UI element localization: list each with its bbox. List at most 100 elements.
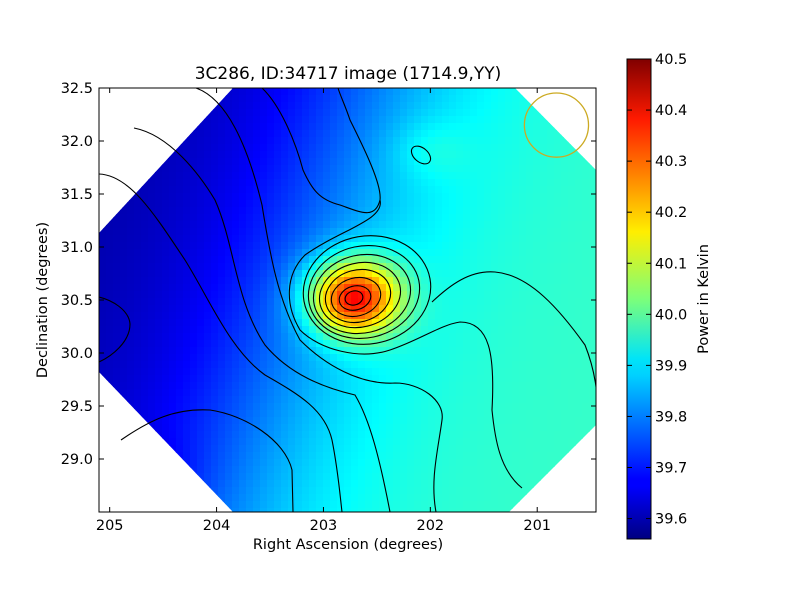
heatmap-cell	[148, 410, 156, 418]
heatmap-cell	[449, 179, 457, 187]
heatmap-cell	[134, 354, 142, 362]
heatmap-cell	[218, 354, 226, 362]
heatmap-cell	[442, 487, 450, 495]
heatmap-cell	[407, 263, 415, 271]
heatmap-cell	[491, 207, 499, 215]
heatmap-cell	[547, 277, 555, 285]
heatmap-cell	[449, 473, 457, 481]
heatmap-cell	[365, 249, 373, 257]
heatmap-cell	[218, 417, 226, 425]
heatmap-cell	[337, 193, 345, 201]
heatmap-cell	[491, 382, 499, 390]
heatmap-cell	[393, 102, 401, 110]
heatmap-cell	[365, 312, 373, 320]
heatmap-cell	[561, 452, 569, 460]
heatmap-cell	[589, 438, 596, 446]
contour-line	[338, 285, 372, 311]
heatmap-cell	[169, 88, 177, 96]
heatmap-cell	[113, 305, 121, 313]
heatmap-cell	[267, 221, 275, 229]
heatmap-cell	[470, 340, 478, 348]
heatmap-cell	[120, 130, 128, 138]
heatmap-cell	[589, 144, 596, 152]
heatmap-cell	[568, 235, 576, 243]
heatmap-cell	[155, 179, 163, 187]
heatmap-cell	[204, 221, 212, 229]
heatmap-cell	[288, 130, 296, 138]
heatmap-cell	[575, 277, 583, 285]
heatmap-cell	[141, 242, 149, 250]
heatmap-cell	[582, 368, 590, 376]
heatmap-cell	[491, 347, 499, 355]
heatmap-cell	[568, 354, 576, 362]
contour-line	[99, 296, 131, 363]
heatmap-cell	[323, 368, 331, 376]
heatmap-cell	[421, 88, 429, 96]
heatmap-cell	[351, 144, 359, 152]
contour-line	[324, 268, 392, 324]
heatmap-cell	[281, 116, 289, 124]
heatmap-cell	[134, 263, 142, 271]
heatmap-cell	[141, 137, 149, 145]
heatmap-cell	[253, 494, 261, 502]
heatmap-cell	[547, 214, 555, 222]
heatmap-cell	[197, 256, 205, 264]
heatmap-cell	[99, 396, 107, 404]
heatmap-cell	[393, 375, 401, 383]
heatmap-cell	[211, 144, 219, 152]
heatmap-cell	[386, 382, 394, 390]
heatmap-cell	[421, 424, 429, 432]
heatmap-cell	[568, 312, 576, 320]
heatmap-cell	[148, 438, 156, 446]
heatmap-cell	[582, 403, 590, 411]
heatmap-cell	[260, 102, 268, 110]
heatmap-cell	[274, 214, 282, 222]
heatmap-cell	[281, 333, 289, 341]
heatmap-cell	[169, 179, 177, 187]
heatmap-cell	[309, 235, 317, 243]
heatmap-cell	[141, 228, 149, 236]
heatmap-cell	[435, 165, 443, 173]
heatmap-cell	[176, 403, 184, 411]
heatmap-cell	[449, 137, 457, 145]
heatmap-cell	[253, 326, 261, 334]
heatmap-cell	[568, 123, 576, 131]
heatmap-cell	[533, 438, 541, 446]
heatmap-cell	[365, 410, 373, 418]
heatmap-cell	[519, 207, 527, 215]
heatmap-cell	[554, 277, 562, 285]
heatmap-cell	[400, 144, 408, 152]
heatmap-cell	[309, 214, 317, 222]
heatmap-cell	[358, 501, 366, 509]
heatmap-cell	[141, 326, 149, 334]
heatmap-cell	[113, 424, 121, 432]
heatmap-cell	[547, 95, 555, 103]
heatmap-cell	[379, 95, 387, 103]
heatmap-cell	[211, 410, 219, 418]
heatmap-cell	[344, 347, 352, 355]
heatmap-cell	[407, 228, 415, 236]
heatmap-cell	[253, 333, 261, 341]
heatmap-cell	[519, 452, 527, 460]
heatmap-cell	[323, 305, 331, 313]
heatmap-cell	[197, 298, 205, 306]
heatmap-cell	[162, 389, 170, 397]
heatmap-cell	[218, 270, 226, 278]
heatmap-cell	[442, 172, 450, 180]
heatmap-cell	[309, 438, 317, 446]
heatmap-cell	[372, 501, 380, 509]
heatmap-cell	[379, 459, 387, 467]
heatmap-cell	[498, 88, 506, 96]
heatmap-cell	[148, 501, 156, 509]
heatmap-cell	[463, 312, 471, 320]
heatmap-cell	[407, 459, 415, 467]
contour-line	[312, 253, 412, 335]
heatmap-cell	[498, 102, 506, 110]
heatmap-cell	[386, 186, 394, 194]
heatmap-cell	[512, 438, 520, 446]
heatmap-cell	[358, 480, 366, 488]
heatmap-cell	[295, 326, 303, 334]
heatmap-cell	[113, 130, 121, 138]
heatmap-cell	[407, 256, 415, 264]
heatmap-cell	[505, 207, 513, 215]
